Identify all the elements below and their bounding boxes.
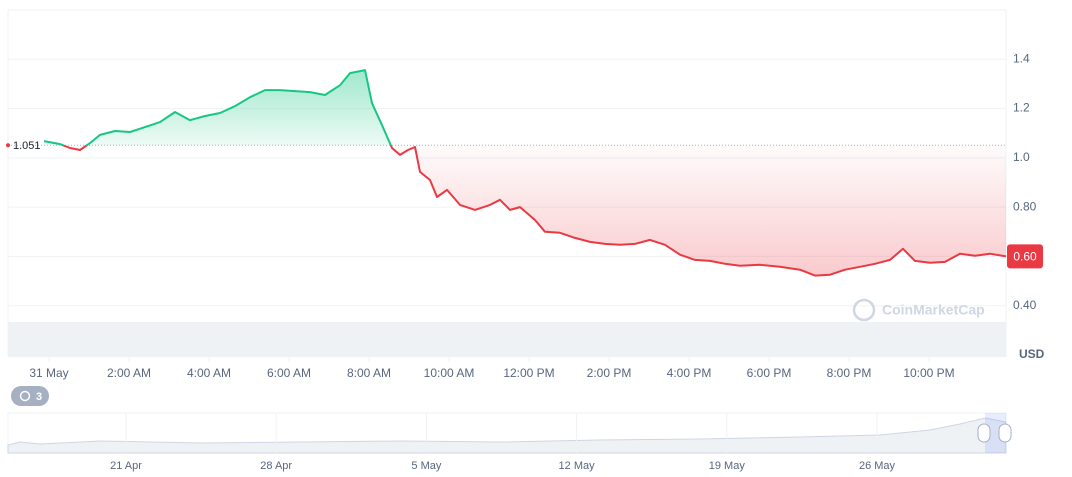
navigator-area [7, 417, 1007, 454]
labels: 0.40 0.60 0.80 1.0 1.2 1.4 31 May 2:00 AM 4:00 A… [6, 51, 1043, 380]
x-tick-label: 8:00 AM [347, 366, 391, 380]
navigator-label: 28 Apr [260, 460, 292, 472]
navigator[interactable]: 21 Apr 28 Apr 5 May 12 May 19 May 26 May [7, 412, 1012, 472]
navigator-label: 5 May [411, 460, 441, 472]
y-tick-label: 1.2 [1013, 101, 1030, 115]
x-tick-label: 6:00 PM [747, 366, 792, 380]
x-tick-label: 6:00 AM [267, 366, 311, 380]
x-tick-label: 12:00 PM [503, 366, 554, 380]
volume-area [8, 322, 1006, 357]
y-tick-label: 0.40 [1013, 298, 1037, 312]
x-tick-label: 4:00 AM [187, 366, 231, 380]
area-up [44, 70, 1006, 146]
navigator-label: 26 May [859, 460, 896, 472]
baseline-dot [6, 143, 10, 148]
navigator-label: 19 May [709, 460, 746, 472]
navigator-label: 12 May [559, 460, 596, 472]
y-tick-label: 1.4 [1013, 51, 1030, 65]
price-line [43, 69, 1007, 277]
x-tick-label: 10:00 AM [424, 366, 475, 380]
watermark-logo [852, 298, 876, 322]
y-tick-label: 0.80 [1013, 199, 1037, 213]
area-down [63, 145, 1006, 276]
areas [44, 70, 1006, 276]
navigator-labels: 21 Apr 28 Apr 5 May 12 May 19 May 26 May [110, 413, 896, 472]
x-tick-label: 4:00 PM [667, 366, 712, 380]
history-badge[interactable]: 3 [11, 386, 49, 406]
navigator-label: 21 Apr [110, 460, 142, 472]
last-price-box [1007, 244, 1043, 269]
navigator-handle[interactable] [998, 423, 1012, 443]
x-tick-label: 31 May [29, 366, 68, 380]
watermark: CoinMarketCap [852, 298, 985, 322]
x-tick-label: 8:00 PM [827, 366, 872, 380]
currency-label: USD [1019, 347, 1045, 361]
baseline-label: 1.051 [13, 140, 41, 152]
last-price-label: 0.60 [1013, 250, 1037, 264]
lines [8, 69, 1007, 277]
x-tick-label: 2:00 PM [587, 366, 632, 380]
badge-icon [19, 390, 31, 402]
watermark-text: CoinMarketCap [882, 302, 985, 318]
badge-count: 3 [36, 391, 42, 403]
x-tick-label: 2:00 AM [107, 366, 151, 380]
navigator-handle[interactable] [977, 423, 991, 443]
navigator-selection[interactable] [985, 413, 1006, 453]
y-tick-label: 1.0 [1013, 150, 1030, 164]
x-tick-label: 10:00 PM [903, 366, 954, 380]
